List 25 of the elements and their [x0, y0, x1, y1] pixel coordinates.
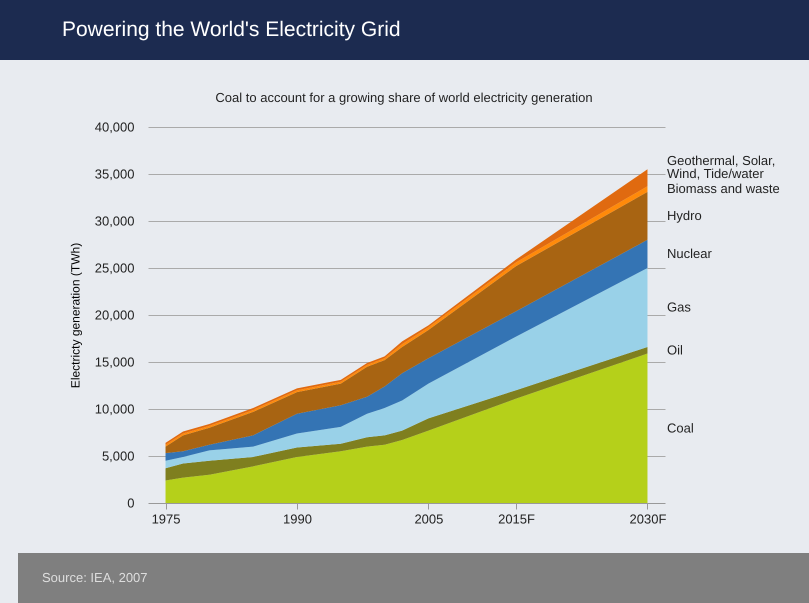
x-tick-label: 2030F	[630, 512, 666, 526]
y-tick-label: 15,000	[94, 354, 134, 370]
y-tick-label: 40,000	[94, 120, 134, 134]
chart-title: Powering the World's Electricity Grid	[62, 18, 401, 41]
series-label: Nuclear	[667, 246, 712, 261]
x-tick-label: 1990	[283, 512, 312, 526]
x-tick-label: 1975	[152, 512, 180, 526]
series-label: Oil	[667, 342, 683, 358]
y-tick-label: 35,000	[94, 166, 134, 182]
y-axis-title: Electricty generation (TWh)	[68, 242, 83, 388]
y-tick-label: 20,000	[94, 308, 134, 322]
chart-subtitle: Coal to account for a growing share of world electricity generation	[215, 90, 593, 105]
x-tick-label: 2015F	[498, 512, 536, 526]
y-tick-label: 25,000	[94, 260, 134, 276]
x-tick-label: 2005	[414, 512, 444, 526]
series-label: Gas	[667, 299, 692, 314]
series-label: Hydro	[667, 208, 702, 223]
series-label: Coal	[667, 420, 694, 436]
y-tick-label: 0	[127, 496, 134, 510]
y-tick-label: 5,000	[102, 448, 134, 464]
y-tick-label: 30,000	[94, 214, 134, 228]
source-note: Source: IEA, 2007	[42, 570, 148, 585]
series-label: Geothermal, Solar, Wind, Tide/water	[667, 153, 776, 182]
series-label: Biomass and waste	[667, 181, 780, 196]
y-tick-label: 10,000	[94, 402, 134, 416]
